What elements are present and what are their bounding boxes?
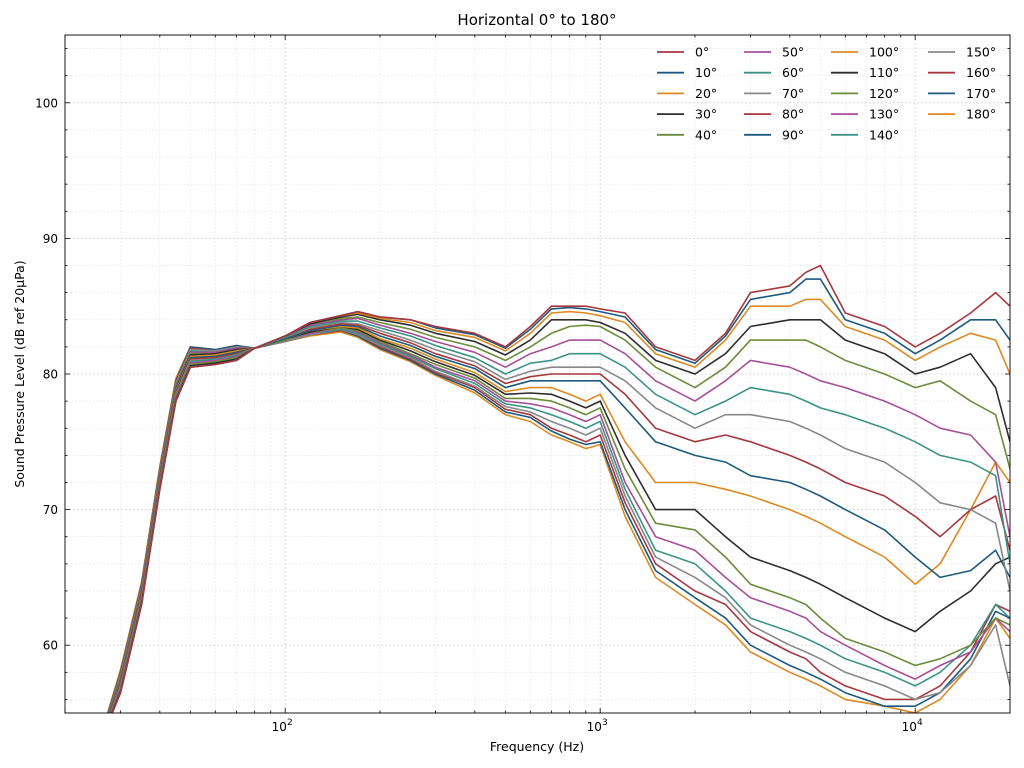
grid-lines xyxy=(64,35,1011,713)
legend-label: 40° xyxy=(695,127,717,142)
series-line-0deg xyxy=(111,264,1010,713)
series-line-160deg xyxy=(107,329,1010,713)
legend: 0° 10° 20° 30° 40° 50° 60° 70° 80° 90° 100° 110° 120… xyxy=(657,45,996,142)
legend-label: 160° xyxy=(966,65,996,80)
series-line-120deg xyxy=(108,327,1010,713)
series-line-110deg xyxy=(108,325,1010,713)
chart-title: Horizontal 0° to 180° xyxy=(457,11,616,29)
series-line-60deg xyxy=(109,320,1010,713)
legend-label: 170° xyxy=(966,86,996,101)
x-tick-label: 102 xyxy=(272,718,293,734)
x-tick-label: 104 xyxy=(902,718,923,734)
series-line-40deg xyxy=(110,316,1010,713)
y-tick-label: 90 xyxy=(43,232,58,246)
y-tick-label: 80 xyxy=(43,368,58,382)
legend-label: 80° xyxy=(782,107,804,122)
series-line-130deg xyxy=(108,327,1010,713)
legend-label: 70° xyxy=(782,86,804,101)
legend-label: 90° xyxy=(782,127,804,142)
legend-label: 10° xyxy=(695,65,717,80)
y-tick-label: 70 xyxy=(43,503,58,517)
series-line-50deg xyxy=(110,317,1010,713)
y-tick-label: 60 xyxy=(43,639,58,653)
y-tick-label: 100 xyxy=(35,96,58,110)
x-tick-labels: 102 103 104 xyxy=(272,718,923,734)
x-tick-label: 103 xyxy=(587,718,608,734)
series-line-30deg xyxy=(110,313,1010,713)
series-line-140deg xyxy=(107,328,1010,713)
legend-label: 150° xyxy=(966,45,996,60)
legend-label: 20° xyxy=(695,86,717,101)
legend-label: 140° xyxy=(869,127,899,142)
series-line-100deg xyxy=(108,325,1010,713)
legend-label: 110° xyxy=(869,65,899,80)
legend-label: 0° xyxy=(695,45,709,60)
series-line-80deg xyxy=(109,322,1010,713)
series-line-90deg xyxy=(109,324,1010,713)
x-axis-label: Frequency (Hz) xyxy=(490,739,584,754)
series-line-70deg xyxy=(109,321,1010,713)
y-axis-label: Sound Pressure Level (dB ref 20µPa) xyxy=(12,260,27,487)
legend-label: 180° xyxy=(966,107,996,122)
series-line-170deg xyxy=(107,329,1010,713)
series-lines xyxy=(106,264,1010,713)
y-tick-labels: 60 70 80 90 100 xyxy=(35,96,58,652)
legend-label: 50° xyxy=(782,45,804,60)
legend-label: 120° xyxy=(869,86,899,101)
legend-label: 100° xyxy=(869,45,899,60)
legend-label: 30° xyxy=(695,107,717,122)
series-line-150deg xyxy=(107,328,1010,713)
axis-ticks xyxy=(64,35,1011,713)
legend-label: 130° xyxy=(869,107,899,122)
legend-label: 60° xyxy=(782,65,804,80)
